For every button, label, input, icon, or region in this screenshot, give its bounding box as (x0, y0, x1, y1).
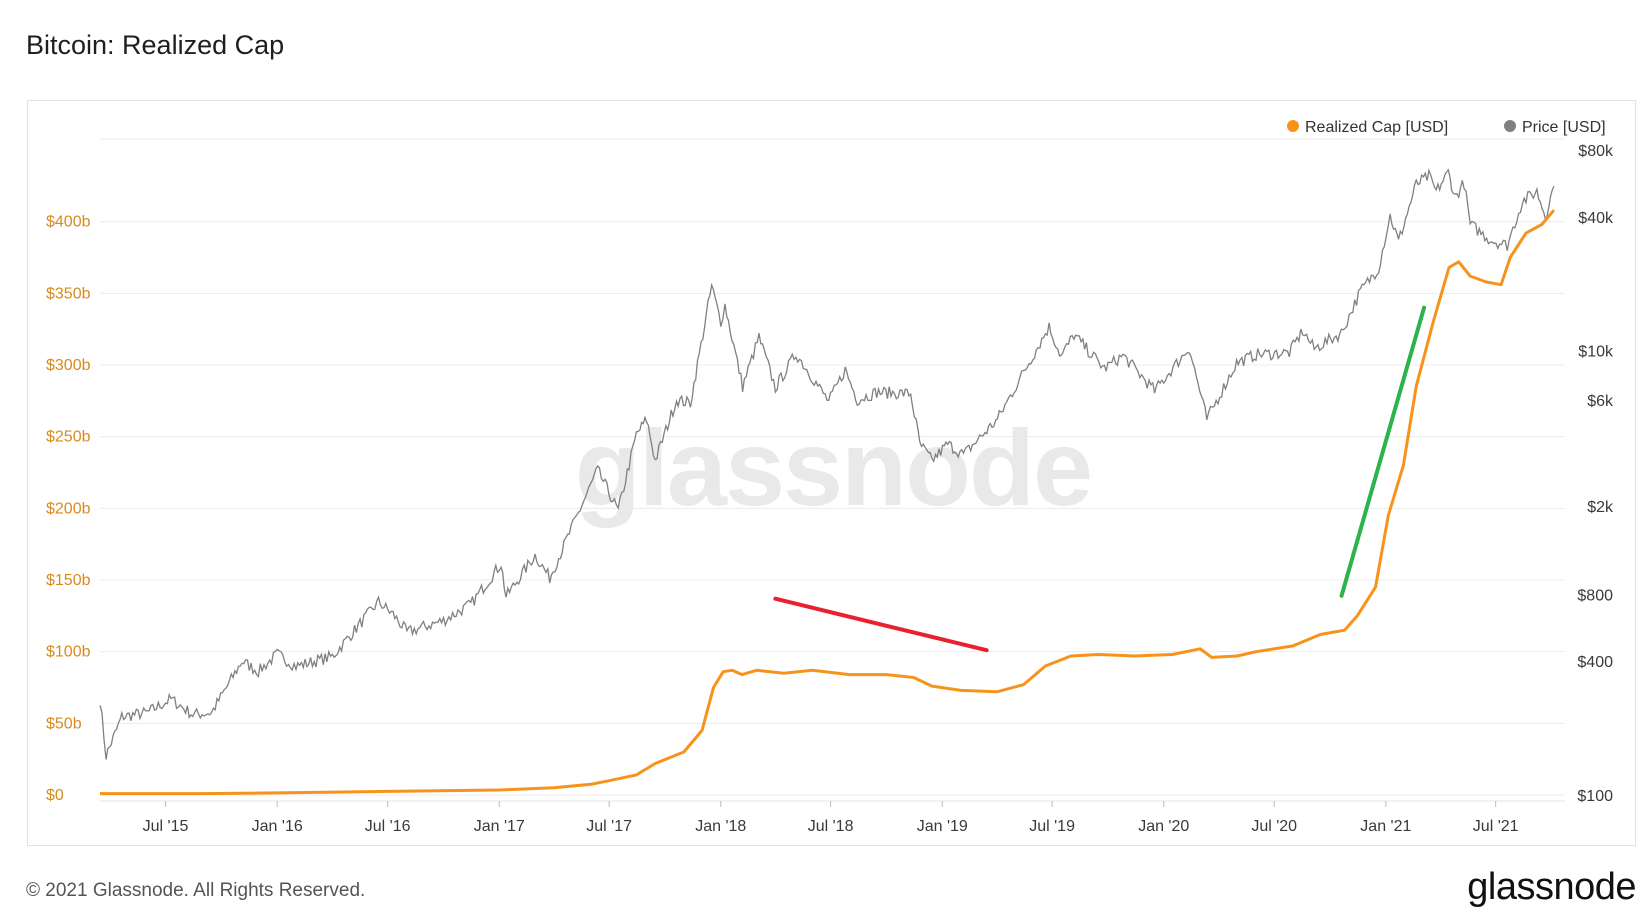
x-tick-label: Jan '17 (474, 818, 525, 835)
right-tick-label: $800 (1577, 587, 1613, 604)
left-tick-label: $0 (46, 787, 64, 804)
left-tick-label: $100b (46, 644, 91, 661)
x-tick-label: Jul '17 (586, 818, 632, 835)
green-trend-line (1339, 305, 1427, 598)
x-axis: Jul '15 Jan '16 Jul '16 Jan '17 Jul '17 Jan '… (100, 800, 1565, 835)
left-tick-label: $350b (46, 285, 91, 302)
left-tick-label: $250b (46, 429, 91, 446)
left-tick-label: $50b (46, 715, 82, 732)
x-tick-label: Jul '18 (808, 818, 854, 835)
x-tick-label: Jan '19 (917, 818, 968, 835)
left-tick-label: $200b (46, 500, 91, 517)
watermark: glassnode (575, 407, 1091, 528)
chart-frame (27, 100, 1636, 846)
page-title: Bitcoin: Realized Cap (26, 30, 285, 60)
realized-cap-series-line (100, 209, 1556, 796)
x-tick-label: Jul '20 (1251, 818, 1297, 835)
left-tick-label: $300b (46, 357, 91, 374)
right-tick-label: $40k (1578, 210, 1614, 227)
x-tick-label: Jan '20 (1138, 818, 1189, 835)
right-tick-label: $100 (1577, 788, 1613, 805)
right-tick-label: $6k (1587, 393, 1614, 410)
right-tick-label: $400 (1577, 654, 1613, 671)
x-tick-label: Jul '15 (143, 818, 189, 835)
x-tick-label: Jul '21 (1473, 818, 1519, 835)
right-axis: $100 $400 $800 $2k $6k $10k $40k $80k (1577, 143, 1614, 805)
legend-label-price[interactable]: Price [USD] (1522, 119, 1606, 136)
glassnode-logo: glassnode (1467, 866, 1636, 908)
x-tick-label: Jul '16 (365, 818, 411, 835)
red-trend-line (773, 596, 989, 653)
x-tick-label: Jan '21 (1360, 818, 1411, 835)
x-tick-label: Jan '16 (252, 818, 303, 835)
x-tick-label: Jan '18 (695, 818, 746, 835)
right-tick-label: $2k (1587, 499, 1614, 516)
left-tick-label: $150b (46, 572, 91, 589)
right-tick-label: $80k (1578, 143, 1614, 160)
x-tick-label: Jul '19 (1029, 818, 1075, 835)
copyright-text: © 2021 Glassnode. All Rights Reserved. (26, 880, 366, 901)
legend-swatch-realized-cap (1287, 120, 1299, 132)
grid-lines (100, 138, 1565, 796)
left-tick-label: $400b (46, 214, 91, 231)
legend[interactable]: Realized Cap [USD] Price [USD] (1287, 119, 1606, 136)
price-series-line (99, 168, 1555, 760)
legend-label-realized-cap[interactable]: Realized Cap [USD] (1305, 119, 1448, 136)
right-tick-label: $10k (1578, 344, 1614, 361)
left-axis: $0 $50b $100b $150b $200b $250b $300b $350b $400… (46, 214, 91, 804)
legend-swatch-price (1504, 120, 1516, 132)
